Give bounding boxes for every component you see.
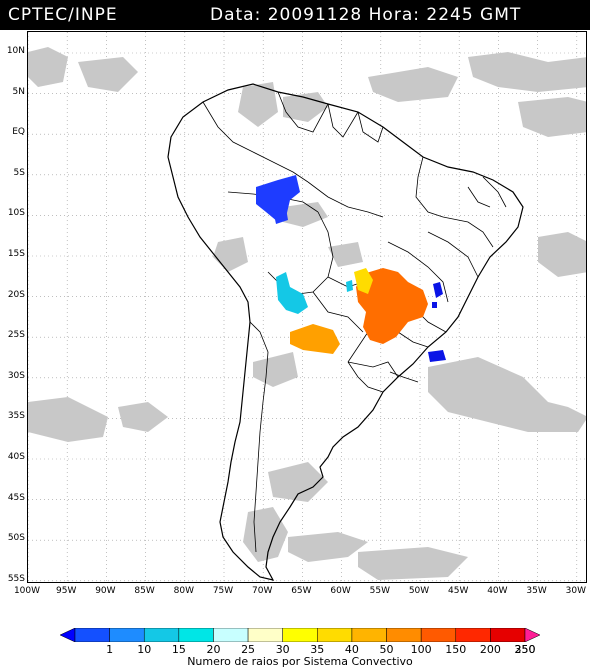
colorbar-segment [247, 628, 283, 642]
source-label: CPTEC/INPE [8, 5, 118, 25]
colorbar-tick-label: 10 [137, 643, 152, 656]
map-frame [27, 31, 587, 583]
lat-tick-label: 5N [12, 86, 25, 97]
colorbar-tick-label: 150 [445, 643, 467, 656]
lon-tick-label: 55W [369, 586, 390, 596]
colorbar-segment [386, 628, 422, 642]
colorbar-segment [143, 628, 180, 642]
convective-system-bolivia [276, 272, 308, 314]
lat-tick-label: 5S [13, 167, 25, 178]
lon-tick-label: 100W [13, 586, 41, 596]
colorbar-tick-label: 350 [514, 643, 536, 656]
convective-system-chaco [290, 324, 340, 354]
colorbar-tick-label: 30 [275, 643, 290, 656]
colorbar-segment [282, 628, 318, 642]
south-america-outline [167, 83, 524, 581]
colorbar-tick-label: 40 [344, 643, 359, 656]
colorbar-tick-label: 25 [241, 643, 256, 656]
convective-system-amazon [256, 175, 300, 224]
colorbar-segment [74, 628, 110, 642]
colorbar-tick-label: 20 [206, 643, 221, 656]
lat-tick-label: 40S [7, 452, 25, 462]
colorbar-segment [420, 628, 457, 642]
colorbar-arrow-right [524, 628, 540, 642]
lon-tick-label: 70W [252, 586, 273, 596]
lon-tick-label: 45W [448, 586, 469, 596]
lon-tick-label: 65W [291, 586, 312, 596]
colorbar-segment [213, 628, 249, 642]
title-bar: CPTEC/INPE Data: 20091128 Hora: 2245 GMT [0, 0, 590, 30]
lon-tick-label: 85W [134, 586, 155, 596]
colorbar-tick-label: 1 [106, 643, 114, 656]
convective-system-parana-yellow [354, 268, 373, 294]
lat-tick-label: 15S [7, 249, 25, 259]
lat-tick-label: 50S [7, 533, 25, 544]
lon-tick-label: 60W [330, 586, 351, 596]
lon-tick-label: 90W [95, 586, 116, 596]
colorbar-arrow-left [60, 628, 76, 642]
map-canvas [28, 32, 586, 582]
colorbar [60, 628, 540, 642]
colorbar-tick-label: 100 [410, 643, 432, 656]
colorbar-segment [455, 628, 491, 642]
colorbar-segment [317, 628, 353, 642]
colorbar-tick-label: 200 [479, 643, 501, 656]
colorbar-segment [109, 628, 145, 642]
lon-tick-label: 40W [487, 586, 508, 596]
colorbar-segment [351, 628, 387, 642]
colorbar-tick-label: 250 [514, 643, 536, 656]
datetime-label: Data: 20091128 Hora: 2245 GMT [210, 5, 522, 25]
lat-tick-label: EQ [12, 127, 25, 138]
lon-tick-label: 50W [408, 586, 430, 596]
cloud-cover [28, 47, 586, 580]
colorbar-segment [178, 628, 214, 642]
lat-tick-label: 45S [7, 492, 25, 503]
colorbar-tick-label: 15 [171, 643, 186, 656]
lat-tick-label: 25S [7, 330, 25, 341]
lat-tick-label: 55S [7, 573, 25, 584]
colorbar-caption: Numero de raios por Sistema Convectivo [187, 655, 413, 668]
colorbar-tick-label: 50 [379, 643, 394, 656]
convective-system-parana-cyan [346, 280, 353, 292]
lon-tick-label: 35W [526, 586, 547, 596]
convective-system-minas [428, 282, 446, 362]
lat-tick-label: 10S [7, 208, 25, 219]
lat-tick-label: 35S [7, 411, 25, 422]
colorbar-tick-label: 35 [310, 643, 325, 656]
convective-system-parana [356, 268, 428, 344]
country-borders [202, 91, 507, 553]
lon-tick-label: 75W [212, 586, 234, 596]
lon-tick-label: 80W [173, 586, 194, 596]
lon-tick-label: 30W [565, 586, 586, 596]
lat-tick-label: 10N [6, 46, 25, 56]
lat-tick-label: 30S [7, 370, 25, 381]
colorbar-segment [490, 628, 526, 642]
lat-tick-label: 20S [7, 289, 25, 300]
lon-tick-label: 95W [56, 586, 77, 596]
